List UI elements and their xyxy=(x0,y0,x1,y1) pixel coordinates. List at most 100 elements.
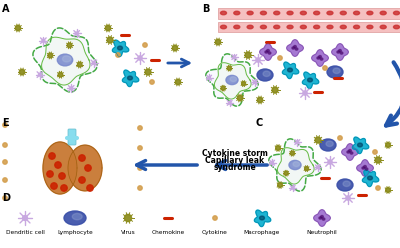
Ellipse shape xyxy=(230,77,237,82)
Text: Cytokine: Cytokine xyxy=(202,230,228,235)
Circle shape xyxy=(3,160,7,164)
Polygon shape xyxy=(282,62,299,79)
Text: Neutrophil: Neutrophil xyxy=(307,230,337,235)
Circle shape xyxy=(258,97,263,103)
Ellipse shape xyxy=(308,78,312,82)
Circle shape xyxy=(271,161,273,164)
Ellipse shape xyxy=(327,25,333,29)
Circle shape xyxy=(138,126,142,130)
Circle shape xyxy=(3,196,7,200)
Text: D: D xyxy=(2,193,10,203)
Ellipse shape xyxy=(289,160,301,170)
Polygon shape xyxy=(122,70,139,87)
Text: Chemokine: Chemokine xyxy=(151,230,185,235)
Circle shape xyxy=(237,95,242,101)
Circle shape xyxy=(290,151,294,155)
Ellipse shape xyxy=(247,25,253,29)
Circle shape xyxy=(59,173,65,179)
Polygon shape xyxy=(43,142,77,194)
Circle shape xyxy=(245,52,251,58)
Circle shape xyxy=(87,185,93,191)
Text: C: C xyxy=(255,118,262,128)
Circle shape xyxy=(242,82,246,86)
Circle shape xyxy=(375,157,381,163)
Circle shape xyxy=(85,165,91,171)
Circle shape xyxy=(228,102,231,104)
Circle shape xyxy=(138,56,142,60)
Ellipse shape xyxy=(300,25,306,29)
Ellipse shape xyxy=(337,179,353,191)
Ellipse shape xyxy=(287,11,293,15)
Circle shape xyxy=(22,216,28,220)
Text: A: A xyxy=(2,4,10,14)
Circle shape xyxy=(107,37,113,43)
FancyBboxPatch shape xyxy=(68,129,76,145)
Polygon shape xyxy=(206,54,258,106)
Ellipse shape xyxy=(343,181,350,186)
Ellipse shape xyxy=(267,50,269,52)
Ellipse shape xyxy=(314,11,320,15)
Circle shape xyxy=(47,171,53,177)
Ellipse shape xyxy=(319,217,322,219)
Circle shape xyxy=(213,216,217,220)
Ellipse shape xyxy=(319,56,321,58)
Circle shape xyxy=(138,166,142,170)
Ellipse shape xyxy=(354,25,360,29)
Ellipse shape xyxy=(62,56,71,62)
Ellipse shape xyxy=(220,25,226,29)
Ellipse shape xyxy=(234,25,240,29)
Circle shape xyxy=(305,167,308,171)
Ellipse shape xyxy=(220,11,226,15)
Ellipse shape xyxy=(226,75,238,85)
Ellipse shape xyxy=(394,25,400,29)
Text: Dendritic cell: Dendritic cell xyxy=(6,230,44,235)
Polygon shape xyxy=(362,170,379,186)
Circle shape xyxy=(61,185,67,191)
Circle shape xyxy=(315,137,321,143)
Circle shape xyxy=(67,43,72,48)
Ellipse shape xyxy=(260,11,266,15)
Polygon shape xyxy=(68,145,102,191)
Ellipse shape xyxy=(337,51,340,53)
Circle shape xyxy=(138,186,142,190)
Circle shape xyxy=(58,72,63,77)
Circle shape xyxy=(256,58,260,62)
Circle shape xyxy=(38,73,41,76)
Ellipse shape xyxy=(340,25,346,29)
Circle shape xyxy=(303,91,307,95)
Circle shape xyxy=(3,178,7,182)
Circle shape xyxy=(272,87,278,93)
Ellipse shape xyxy=(333,68,340,73)
Ellipse shape xyxy=(295,48,298,50)
Ellipse shape xyxy=(118,46,122,50)
Ellipse shape xyxy=(268,52,271,54)
Ellipse shape xyxy=(362,167,364,169)
Circle shape xyxy=(55,162,61,168)
Ellipse shape xyxy=(292,47,294,49)
Text: syndrome: syndrome xyxy=(214,163,256,172)
Ellipse shape xyxy=(314,25,320,29)
Ellipse shape xyxy=(257,69,273,81)
Circle shape xyxy=(317,166,319,168)
Ellipse shape xyxy=(300,11,306,15)
Circle shape xyxy=(42,39,45,42)
Polygon shape xyxy=(277,148,314,184)
Circle shape xyxy=(221,86,225,90)
Text: Macrophage: Macrophage xyxy=(244,230,280,235)
Circle shape xyxy=(70,87,72,90)
Ellipse shape xyxy=(64,211,86,225)
Polygon shape xyxy=(302,72,319,89)
Circle shape xyxy=(51,183,57,189)
Text: Cytokine storm: Cytokine storm xyxy=(202,149,268,158)
Circle shape xyxy=(75,32,78,35)
Ellipse shape xyxy=(57,54,73,66)
Ellipse shape xyxy=(349,150,351,152)
Ellipse shape xyxy=(394,11,400,15)
Ellipse shape xyxy=(72,214,82,220)
Ellipse shape xyxy=(128,76,132,80)
Polygon shape xyxy=(314,210,330,226)
Text: B: B xyxy=(202,4,209,14)
Ellipse shape xyxy=(339,50,341,52)
Ellipse shape xyxy=(367,11,373,15)
Polygon shape xyxy=(312,50,328,66)
